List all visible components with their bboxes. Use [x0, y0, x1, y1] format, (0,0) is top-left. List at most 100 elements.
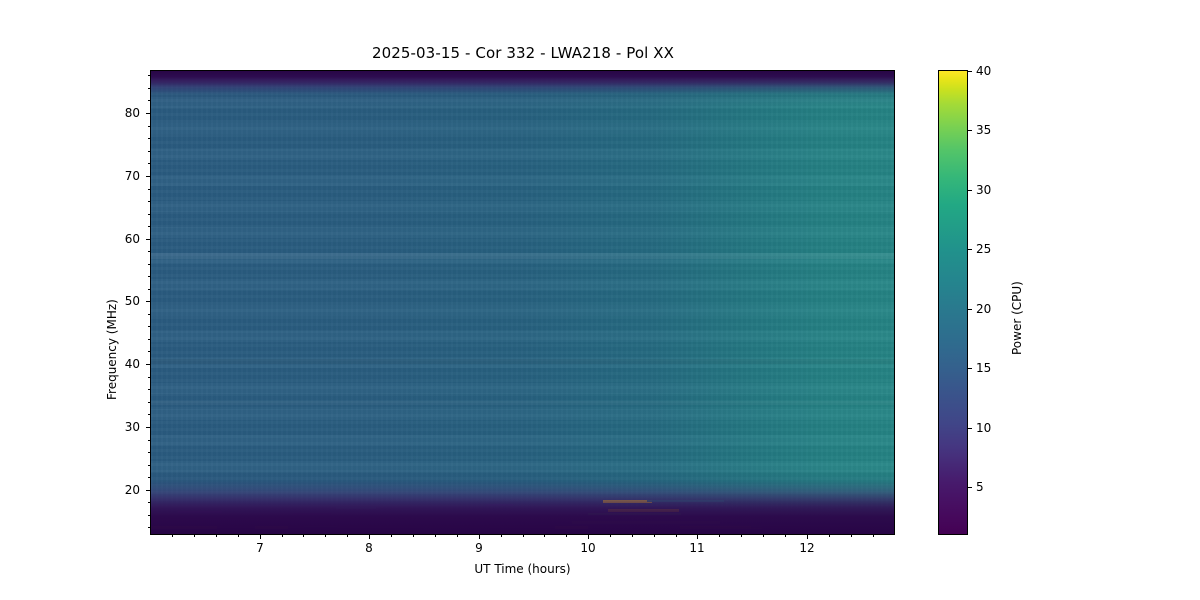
- xtick-minor: [238, 535, 239, 537]
- ytick-minor: [148, 75, 150, 76]
- ytick-minor: [148, 339, 150, 340]
- colorbar-tick-label: 25: [976, 242, 992, 256]
- ytick-minor: [148, 515, 150, 516]
- xtick-minor: [413, 535, 414, 537]
- xtick-minor: [741, 535, 742, 537]
- ytick-minor: [148, 326, 150, 327]
- ytick-minor: [148, 163, 150, 164]
- ytick-30: [146, 427, 150, 428]
- ytick-minor: [148, 138, 150, 139]
- ytick-minor: [148, 251, 150, 252]
- ytick-minor: [148, 314, 150, 315]
- xtick-minor: [216, 535, 217, 537]
- ytick-minor: [148, 100, 150, 101]
- chart-title: 2025-03-15 - Cor 332 - LWA218 - Pol XX: [371, 44, 675, 62]
- colorbar[interactable]: [938, 70, 968, 535]
- ytick-minor: [148, 201, 150, 202]
- ytick-label: 80: [124, 106, 140, 120]
- xtick-label: 11: [689, 541, 705, 555]
- colorbar-tick-label: 40: [976, 64, 992, 78]
- xtick-9: [479, 535, 480, 539]
- heatmap-frequency-envelope: [151, 71, 894, 534]
- ytick-minor: [148, 264, 150, 265]
- colorbar-tick-40: [968, 71, 972, 72]
- xtick-label: 7: [256, 541, 264, 555]
- xtick-minor: [763, 535, 764, 537]
- colorbar-tick-25: [968, 249, 972, 250]
- xtick-minor: [501, 535, 502, 537]
- xtick-minor: [544, 535, 545, 537]
- colorbar-tick-30: [968, 190, 972, 191]
- xtick-label: 8: [365, 541, 373, 555]
- xtick-minor: [632, 535, 633, 537]
- ytick-label: 40: [124, 357, 140, 371]
- xtick-minor: [457, 535, 458, 537]
- xtick-minor: [172, 535, 173, 537]
- xtick-12: [807, 535, 808, 539]
- xtick-10: [588, 535, 589, 539]
- ytick-label: 60: [124, 232, 140, 246]
- ytick-minor: [148, 389, 150, 390]
- ytick-20: [146, 490, 150, 491]
- xtick-label: 12: [799, 541, 815, 555]
- colorbar-tick-10: [968, 428, 972, 429]
- xtick-minor: [851, 535, 852, 537]
- ytick-minor: [148, 351, 150, 352]
- xtick-minor: [194, 535, 195, 537]
- ytick-50: [146, 301, 150, 302]
- xtick-minor: [566, 535, 567, 537]
- ytick-minor: [148, 276, 150, 277]
- colorbar-tick-35: [968, 130, 972, 131]
- ytick-minor: [148, 465, 150, 466]
- ytick-minor: [148, 502, 150, 503]
- colorbar-tick-label: 5: [976, 480, 984, 494]
- xtick-minor: [829, 535, 830, 537]
- ytick-minor: [148, 477, 150, 478]
- ytick-minor: [148, 88, 150, 89]
- xtick-11: [697, 535, 698, 539]
- colorbar-tick-label: 20: [976, 302, 992, 316]
- ytick-minor: [148, 151, 150, 152]
- xtick-minor: [676, 535, 677, 537]
- xtick-minor: [719, 535, 720, 537]
- ytick-minor: [148, 402, 150, 403]
- xtick-label: 10: [580, 541, 596, 555]
- xtick-minor: [391, 535, 392, 537]
- ytick-label: 30: [124, 420, 140, 434]
- ytick-minor: [148, 414, 150, 415]
- colorbar-tick-5: [968, 487, 972, 488]
- xtick-minor: [654, 535, 655, 537]
- ytick-minor: [148, 377, 150, 378]
- xtick-minor: [785, 535, 786, 537]
- colorbar-tick-label: 10: [976, 421, 992, 435]
- ytick-minor: [148, 527, 150, 528]
- colorbar-tick-label: 30: [976, 183, 992, 197]
- ytick-minor: [148, 126, 150, 127]
- xtick-minor: [325, 535, 326, 537]
- xtick-minor: [610, 535, 611, 537]
- x-axis-title: UT Time (hours): [474, 562, 571, 576]
- colorbar-tick-20: [968, 309, 972, 310]
- ytick-minor: [148, 189, 150, 190]
- colorbar-tick-label: 15: [976, 361, 992, 375]
- xtick-minor: [347, 535, 348, 537]
- heatmap-plot-area[interactable]: [150, 70, 895, 535]
- ytick-70: [146, 176, 150, 177]
- ytick-minor: [148, 452, 150, 453]
- xtick-minor: [523, 535, 524, 537]
- ytick-60: [146, 239, 150, 240]
- xtick-minor: [435, 535, 436, 537]
- xtick-7: [260, 535, 261, 539]
- ytick-minor: [148, 440, 150, 441]
- ytick-label: 20: [124, 483, 140, 497]
- ytick-minor: [148, 226, 150, 227]
- colorbar-title: Power (CPU): [1010, 281, 1024, 355]
- ytick-label: 70: [124, 169, 140, 183]
- ytick-40: [146, 364, 150, 365]
- ytick-80: [146, 113, 150, 114]
- y-axis-title: Frequency (MHz): [105, 299, 119, 400]
- colorbar-tick-label: 35: [976, 123, 992, 137]
- colorbar-tick-15: [968, 368, 972, 369]
- xtick-minor: [282, 535, 283, 537]
